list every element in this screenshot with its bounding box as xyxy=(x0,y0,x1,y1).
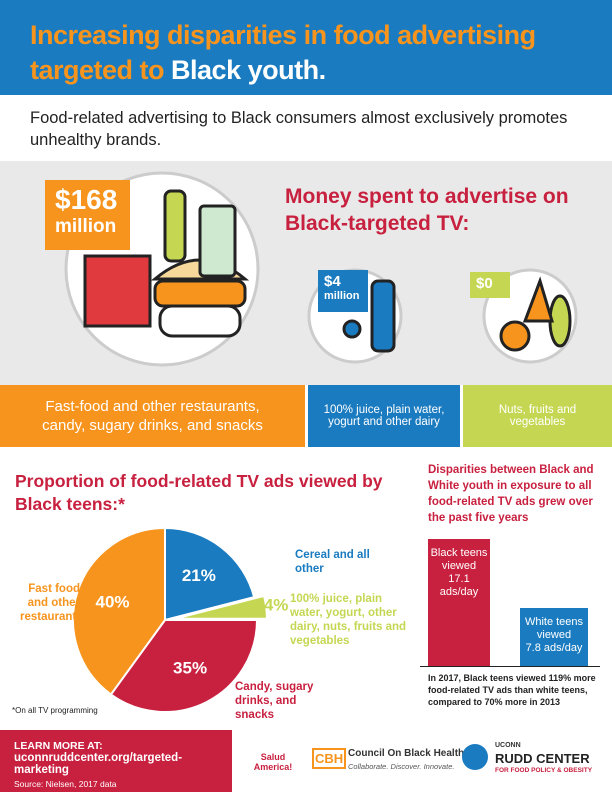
slice-category: Candy, sugary drinks, and snacks xyxy=(235,681,314,721)
bar: Black teens viewed 17.1 ads/day xyxy=(428,538,490,666)
amount-unit: million xyxy=(55,216,117,237)
logo-uconn: UCONN xyxy=(495,742,521,749)
amount-tag: $168 million xyxy=(45,180,130,250)
pie-slice xyxy=(109,619,259,713)
slice-category: Fast food and other restaurants xyxy=(20,583,83,623)
bar-category: Black teens viewed xyxy=(430,546,488,572)
amount: $0 xyxy=(470,272,510,298)
spending-title: Money spent to advertise on Black-target… xyxy=(285,185,569,235)
slice-label: 4% xyxy=(264,595,289,614)
illustrations xyxy=(64,171,578,367)
category-box: Nuts, fruits and vegetables xyxy=(463,385,612,447)
title: targeted to Black youth. xyxy=(30,55,326,86)
logo-cbh-name: Council On Black Health xyxy=(348,748,465,759)
pie-slice xyxy=(164,526,256,622)
bar-note: In 2017, Black teens viewed 119% more fo… xyxy=(428,673,596,707)
logo-cbh-tagline: Collaborate. Discover. Innovate. xyxy=(348,762,455,771)
title: targeted to xyxy=(30,55,165,85)
url[interactable]: uconnruddcenter.org/targeted-marketing xyxy=(14,752,183,776)
logo-salud: Salud America! xyxy=(253,752,293,772)
bar-category: White teens viewed xyxy=(524,616,584,642)
logo-cbh-mark: CBH xyxy=(312,748,347,769)
bar-chart: Black teens viewed 17.1 ads/day White teen… xyxy=(420,530,600,667)
learn: LEARN MORE AT: xyxy=(14,740,103,752)
source: Source: Nielsen, 2017 data xyxy=(14,779,117,789)
intro: Food-related advertising to Black consum… xyxy=(0,97,612,161)
pie-slice xyxy=(72,526,166,696)
header: Increasing disparities in food advertisi… xyxy=(0,0,612,95)
pie-slice xyxy=(174,594,268,620)
logo-rudd-sub: FOR FOOD POLICY & OBESITY xyxy=(495,767,593,774)
amount-tag: $4 million xyxy=(318,270,368,312)
footnote: *On all TV programming xyxy=(12,706,98,715)
slice-label: 40% xyxy=(95,592,129,611)
bar-value-label: 7.8 ads/day xyxy=(525,642,583,655)
category-box: 100% juice, plain water, yogurt and othe… xyxy=(308,385,460,447)
amount: $168 xyxy=(55,184,118,215)
bar-value-label: 17.1 ads/day xyxy=(439,572,479,598)
pie-chart: 21% 4% 35% 40% xyxy=(72,526,289,713)
pie-title: Proportion of food-related TV ads viewed… xyxy=(15,471,383,514)
slice-category: 100% juice, plain water, yogurt, other d… xyxy=(290,593,407,647)
bar: White teens viewed 7.8 ads/day xyxy=(520,608,588,666)
bar-title: Disparities between Black and White yout… xyxy=(428,464,594,524)
category-box: Fast-food and other restaurants, candy, … xyxy=(0,385,305,447)
slice-category: Cereal and all other xyxy=(295,549,370,575)
footer: LEARN MORE AT: uconnruddcenter.org/targe… xyxy=(0,730,232,792)
slice-label: 21% xyxy=(182,566,216,585)
slice-label: 35% xyxy=(173,659,207,678)
amount-unit: million xyxy=(324,290,360,302)
intro-text: Food-related advertising to Black consum… xyxy=(30,109,568,149)
logo-rudd: RUDD CENTER xyxy=(495,751,590,766)
globe-icon xyxy=(462,744,488,770)
amount: $4 xyxy=(324,273,341,290)
title: Increasing disparities in food advertisi… xyxy=(30,20,536,50)
title-highlight: Black youth. xyxy=(171,55,326,85)
